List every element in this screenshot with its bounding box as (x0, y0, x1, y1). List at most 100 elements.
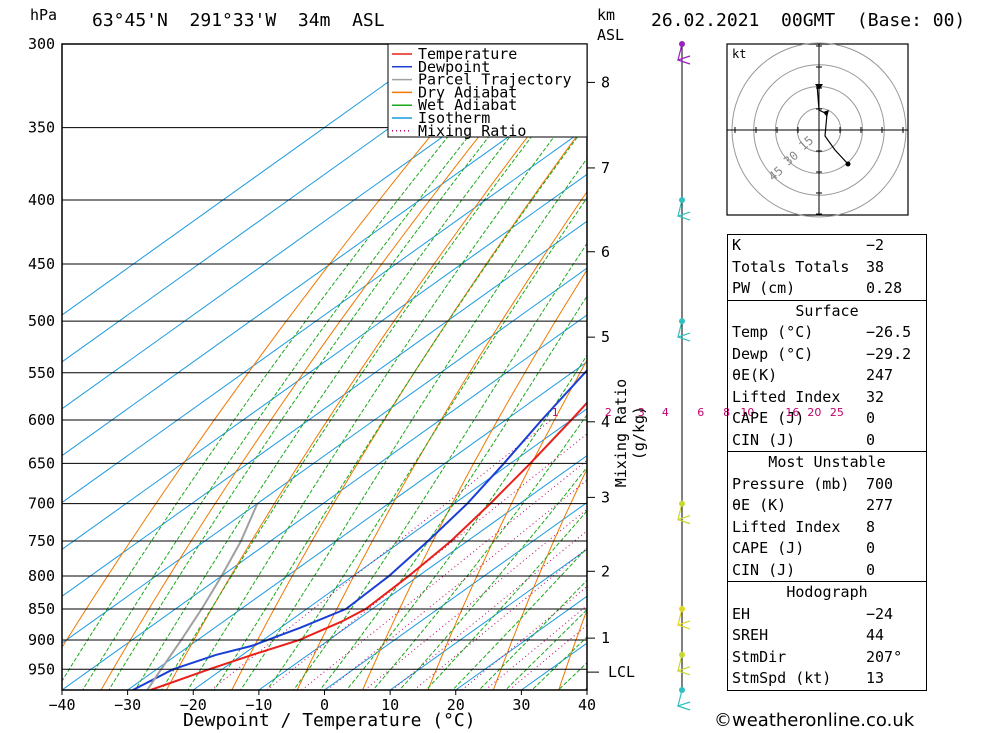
x-tick-label: −20 (180, 696, 207, 714)
isotherm-line (389, 548, 587, 690)
dry-adiabat-line (362, 268, 587, 690)
km-tick-label: 7 (601, 159, 610, 177)
index-row: StmDir 207° (732, 647, 903, 666)
pressure-tick-label: 550 (28, 364, 55, 382)
km-tick-label: 1 (601, 629, 610, 647)
wind-barb (677, 689, 691, 711)
pressure-tick-label: 600 (28, 411, 55, 429)
dry-adiabat-line (951, 57, 1000, 691)
wet-adiabat-line (292, 242, 587, 690)
legend-label: Dry Adiabat (418, 83, 517, 101)
x-tick-label: 0 (320, 696, 329, 714)
hodograph-title: Hodograph (786, 583, 868, 601)
km-tick-label: 3 (601, 488, 610, 506)
pressure-tick-label: 450 (28, 255, 55, 273)
mixing-ratio-label: 1 (552, 406, 559, 419)
hpa-label: hPa (30, 6, 58, 24)
index-row: SREH 44 (732, 626, 885, 644)
pressure-tick-label: 650 (28, 454, 55, 472)
km-tick-label: 6 (601, 243, 610, 261)
index-row: Dewp (°C) −29.2 (732, 344, 912, 363)
isotherm-line (62, 126, 587, 504)
indices-table: K −2 Totals Totals 38 PW (cm) 0.28 Surface … (727, 234, 927, 691)
wet-adiabat-line (213, 123, 587, 690)
mixing-ratio-label: 10 (740, 406, 754, 419)
mixing-ratio-label: 2 (605, 406, 612, 419)
km-tick-label: 8 (601, 73, 610, 91)
km-tick-label: 5 (601, 328, 610, 346)
index-row: Pressure (mb) 700 (732, 474, 894, 493)
legend-label: Temperature (418, 45, 517, 63)
dry-adiabat-line (558, 608, 587, 690)
index-row: Temp (°C) −26.5 (732, 323, 912, 341)
most-unstable-section: Most Unstable Pressure (mb) 700 θE (K) 277… (727, 452, 927, 582)
location-title: 63°45'N 291°33'W 34m ASL (92, 10, 385, 31)
pressure-tick-label: 850 (28, 600, 55, 618)
index-row: CIN (J) 0 (732, 430, 876, 449)
legend-label: Wet Adiabat (418, 96, 517, 114)
dry-adiabat-line (100, 56, 543, 690)
copyright-link[interactable]: ©weatheronline.co.uk (714, 710, 915, 731)
surface-title: Surface (795, 301, 859, 320)
index-row: EH −24 (732, 604, 894, 623)
hodograph-arrow (823, 110, 829, 117)
dry-adiabat-line (165, 58, 587, 690)
pressure-tick-label: 750 (28, 532, 55, 550)
asl-label: ASL (597, 26, 625, 44)
x-tick-label: −10 (245, 696, 272, 714)
legend-box (387, 43, 588, 138)
km-tick-label: 4 (601, 413, 610, 431)
wet-adiabat-line (319, 295, 587, 690)
mixing-ratio-line (210, 419, 552, 690)
lcl-label: LCL (608, 663, 635, 681)
isotherm-line (62, 173, 587, 550)
pressure-tick-label: 800 (28, 567, 55, 585)
index-row: CIN (J) 0 (732, 560, 876, 579)
legend-label: Mixing Ratio (418, 122, 526, 140)
isotherm-line (62, 267, 587, 644)
most-unstable-title: Most Unstable (768, 453, 886, 471)
mixing-ratio-label: 16 (785, 406, 799, 419)
dry-adiabat-line (296, 190, 587, 690)
isotherm-line (127, 361, 587, 690)
mixing-ratio-label: 3 (638, 406, 645, 419)
x-tick-label: 30 (512, 696, 530, 714)
wind-barb (677, 320, 691, 342)
isotherm-line (62, 314, 587, 690)
index-row: StmSpd (kt) 13 (732, 669, 885, 687)
mixing-ratio-line (413, 547, 587, 690)
x-tick-label: 10 (381, 696, 399, 714)
wind-barb (677, 608, 691, 630)
isotherm-line (62, 44, 573, 410)
index-row: Lifted Index 32 (732, 387, 885, 406)
pressure-tick-label: 400 (28, 191, 55, 209)
hodograph-arrow (815, 84, 823, 90)
mixing-ratio-line (391, 530, 587, 690)
isotherm-line (62, 44, 508, 363)
wet-adiabat-line (160, 63, 587, 690)
index-row: θE(K) 247 (732, 366, 894, 384)
index-row: CAPE (J) 0 (732, 539, 876, 557)
pressure-tick-label: 700 (28, 495, 55, 513)
isotherm-line (62, 44, 442, 316)
mixing-ratio-label: 4 (662, 406, 669, 419)
mixing-ratio-axis-label: Mixing Ratio (g/kg) (612, 378, 648, 488)
km-label: km (597, 6, 616, 24)
index-row: Lifted Index 8 (732, 517, 876, 536)
wind-barb (677, 503, 691, 525)
legend-label: Isotherm (418, 109, 490, 127)
hodograph-unit-label: kt (732, 47, 746, 61)
series-parcel-trajectory (146, 503, 259, 690)
wet-adiabat-line (134, 44, 583, 690)
hodograph-point (845, 161, 851, 167)
isotherm-line (192, 408, 587, 690)
isotherm-line (258, 455, 587, 690)
mixing-ratio-label: 20 (807, 406, 821, 419)
dry-adiabat-line (231, 121, 587, 690)
series-dewpoint (132, 369, 587, 690)
datetime-title: 26.02.2021 00GMT (Base: 00) (651, 10, 966, 31)
indices-top-section: K −2 Totals Totals 38 PW (cm) 0.28 (727, 234, 927, 301)
x-tick-label: 40 (578, 696, 596, 714)
hodograph-section: Hodograph EH −24 SREH 44 StmDir 207° StmSpd… (727, 582, 927, 691)
